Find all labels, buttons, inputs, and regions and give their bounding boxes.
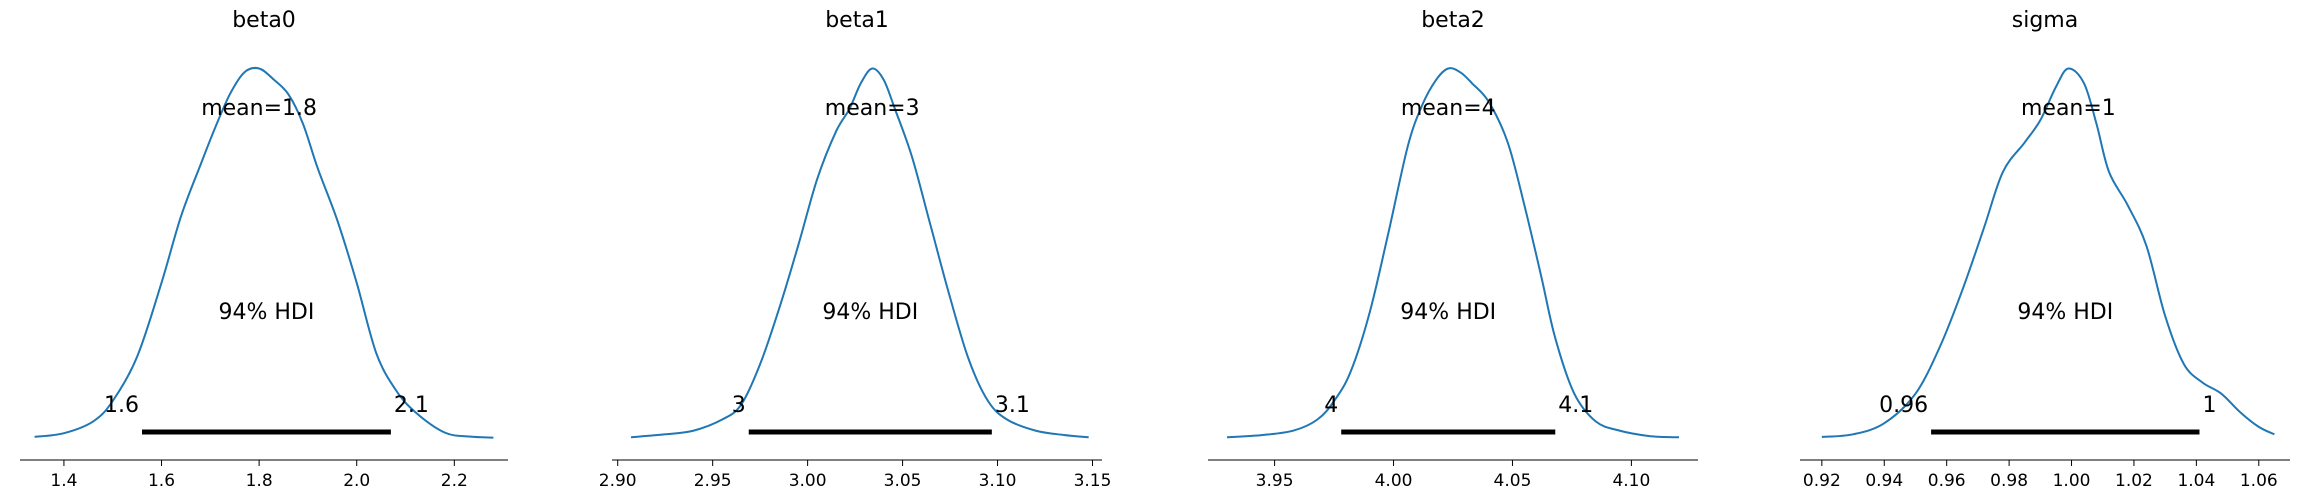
x-tick-label: 4.10 <box>1612 471 1650 491</box>
hdi-low-label: 3 <box>732 393 746 418</box>
x-tick-label: 3.10 <box>979 471 1017 491</box>
x-tick-label: 0.96 <box>1928 471 1966 491</box>
x-tick-label: 1.6 <box>148 471 175 491</box>
x-tick-label: 2.90 <box>599 471 637 491</box>
hdi-high-label: 1 <box>2202 393 2216 418</box>
x-tick-label: 0.98 <box>1990 471 2028 491</box>
x-tick-label: 2.2 <box>441 471 468 491</box>
kde-curve <box>630 67 1089 439</box>
panel-title: beta2 <box>1421 8 1485 33</box>
x-tick-label: 3.05 <box>884 471 922 491</box>
mean-label: mean=4 <box>1401 96 1496 121</box>
x-tick-label: 0.92 <box>1803 471 1841 491</box>
hdi-low-label: 1.6 <box>104 393 139 418</box>
hdi-label: 94% HDI <box>2017 300 2113 325</box>
x-tick-label: 2.95 <box>694 471 732 491</box>
hdi-label: 94% HDI <box>1400 300 1496 325</box>
kde-curve <box>1821 67 2275 438</box>
x-tick-label: 4.00 <box>1375 471 1413 491</box>
x-tick-label: 1.8 <box>246 471 273 491</box>
x-tick-label: 1.4 <box>50 471 77 491</box>
hdi-high-label: 3.1 <box>995 393 1030 418</box>
kde-curve <box>1226 67 1680 439</box>
x-tick-label: 4.05 <box>1494 471 1532 491</box>
mean-label: mean=1.8 <box>201 96 317 121</box>
panel-title: beta0 <box>232 8 296 33</box>
panel-beta1: beta1 mean=3 94% HDI 3 3.1 2.90 2.95 3.00 3.05 3.… <box>599 8 1112 491</box>
hdi-low-label: 4 <box>1324 393 1338 418</box>
panel-beta2: beta2 mean=4 94% HDI 4 4.1 3.95 4.00 4.05 4.10 <box>1208 8 1698 491</box>
mean-label: mean=3 <box>825 96 920 121</box>
kde-curve <box>34 66 494 439</box>
x-tick-label: 0.94 <box>1865 471 1903 491</box>
x-tick-label: 1.06 <box>2240 471 2278 491</box>
panel-sigma: sigma mean=1 94% HDI 0.96 1 0.92 0.94 0.96 0.98 1… <box>1800 8 2290 491</box>
hdi-high-label: 4.1 <box>1558 393 1593 418</box>
panel-title: sigma <box>2012 8 2078 33</box>
x-tick-label: 1.00 <box>2053 471 2091 491</box>
x-tick-label: 3.00 <box>789 471 827 491</box>
x-tick-label: 3.95 <box>1256 471 1294 491</box>
mean-label: mean=1 <box>2021 96 2116 121</box>
panel-beta0: beta0 mean=1.8 94% HDI 1.6 2.1 1.4 1.6 1.8 2.0 2.… <box>20 8 508 491</box>
hdi-label: 94% HDI <box>822 300 918 325</box>
x-tick-label: 1.04 <box>2177 471 2215 491</box>
x-tick-label: 2.0 <box>343 471 370 491</box>
hdi-low-label: 0.96 <box>1879 393 1928 418</box>
hdi-label: 94% HDI <box>219 300 315 325</box>
x-tick-label: 3.15 <box>1074 471 1112 491</box>
hdi-high-label: 2.1 <box>394 393 429 418</box>
x-tick-label: 1.02 <box>2115 471 2153 491</box>
panel-title: beta1 <box>825 8 889 33</box>
